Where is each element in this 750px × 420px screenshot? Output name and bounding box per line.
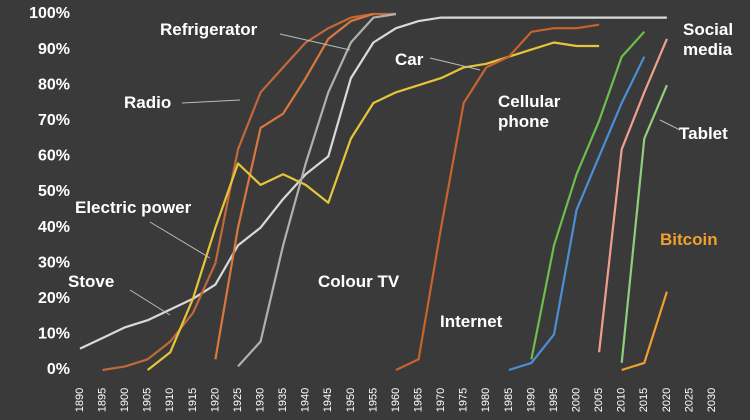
leader-line: [181, 99, 241, 104]
y-tick-label: 70%: [38, 112, 70, 129]
x-tick-label: 1960: [390, 388, 402, 412]
x-tick-label: 1900: [119, 388, 131, 412]
x-tick-label: 2010: [616, 388, 628, 412]
x-tick-label: 1975: [458, 388, 470, 412]
x-tick-label: 1990: [525, 388, 537, 412]
x-tick-label: 1955: [367, 388, 379, 412]
y-tick-label: 90%: [38, 41, 70, 58]
x-tick-label: 1940: [300, 388, 312, 412]
series-line: [79, 16, 667, 350]
x-tick-label: 1905: [142, 388, 154, 412]
series-label: Cellular phone: [498, 92, 561, 131]
y-tick-label: 100%: [29, 5, 70, 22]
series-line: [214, 12, 374, 360]
series-label: Internet: [440, 312, 503, 331]
x-tick-label: 1970: [435, 388, 447, 412]
series-label: Social media: [683, 20, 734, 59]
leader-line: [659, 119, 681, 131]
series-line: [508, 56, 646, 372]
y-tick-label: 80%: [38, 76, 70, 93]
x-tick-label: 1925: [232, 388, 244, 412]
x-tick-label: 1890: [74, 388, 86, 412]
x-tick-label: 2025: [683, 388, 695, 412]
series-label: Bitcoin: [660, 230, 718, 249]
x-tick-label: 1915: [187, 388, 199, 412]
x-tick-label: 1980: [480, 388, 492, 412]
x-tick-label: 1985: [503, 388, 515, 412]
series-line: [102, 12, 396, 372]
x-tick-label: 1930: [254, 388, 266, 412]
series-line: [237, 12, 397, 368]
series-line: [620, 84, 668, 364]
series-label: Tablet: [679, 124, 728, 143]
series-label: Car: [395, 50, 424, 69]
leader-line: [279, 33, 351, 51]
y-tick-label: 20%: [38, 290, 70, 307]
series-label: Electric power: [75, 198, 192, 217]
x-tick-label: 1910: [164, 388, 176, 412]
x-tick-label: 2000: [570, 388, 582, 412]
y-tick-label: 60%: [38, 148, 70, 165]
y-tick-label: 0%: [47, 361, 70, 378]
x-tick-label: 2015: [638, 388, 650, 412]
x-tick-label: 2030: [706, 388, 718, 412]
x-tick-label: 1895: [96, 388, 108, 412]
series-label: Colour TV: [318, 272, 400, 291]
y-tick-label: 10%: [38, 326, 70, 343]
x-tick-label: 1950: [345, 388, 357, 412]
series-line: [621, 291, 668, 372]
x-tick-label: 2005: [593, 388, 605, 412]
leader-line: [429, 57, 481, 71]
leader-line: [129, 289, 171, 316]
y-tick-label: 40%: [38, 219, 70, 236]
y-tick-label: 30%: [38, 254, 70, 271]
x-tick-label: 1995: [548, 388, 560, 412]
series-line: [598, 38, 668, 353]
x-tick-label: 1920: [209, 388, 221, 412]
series-line: [147, 41, 600, 371]
x-tick-label: 1935: [277, 388, 289, 412]
x-tick-label: 2020: [661, 388, 673, 412]
y-tick-label: 50%: [38, 183, 70, 200]
x-tick-label: 1965: [412, 388, 424, 412]
x-tick-label: 1945: [322, 388, 334, 412]
series-line: [395, 23, 600, 371]
series-label: Refrigerator: [160, 20, 258, 39]
series-label: Radio: [124, 93, 172, 112]
series-line: [530, 31, 646, 360]
leader-line: [149, 221, 211, 259]
series-label: Stove: [68, 272, 115, 291]
